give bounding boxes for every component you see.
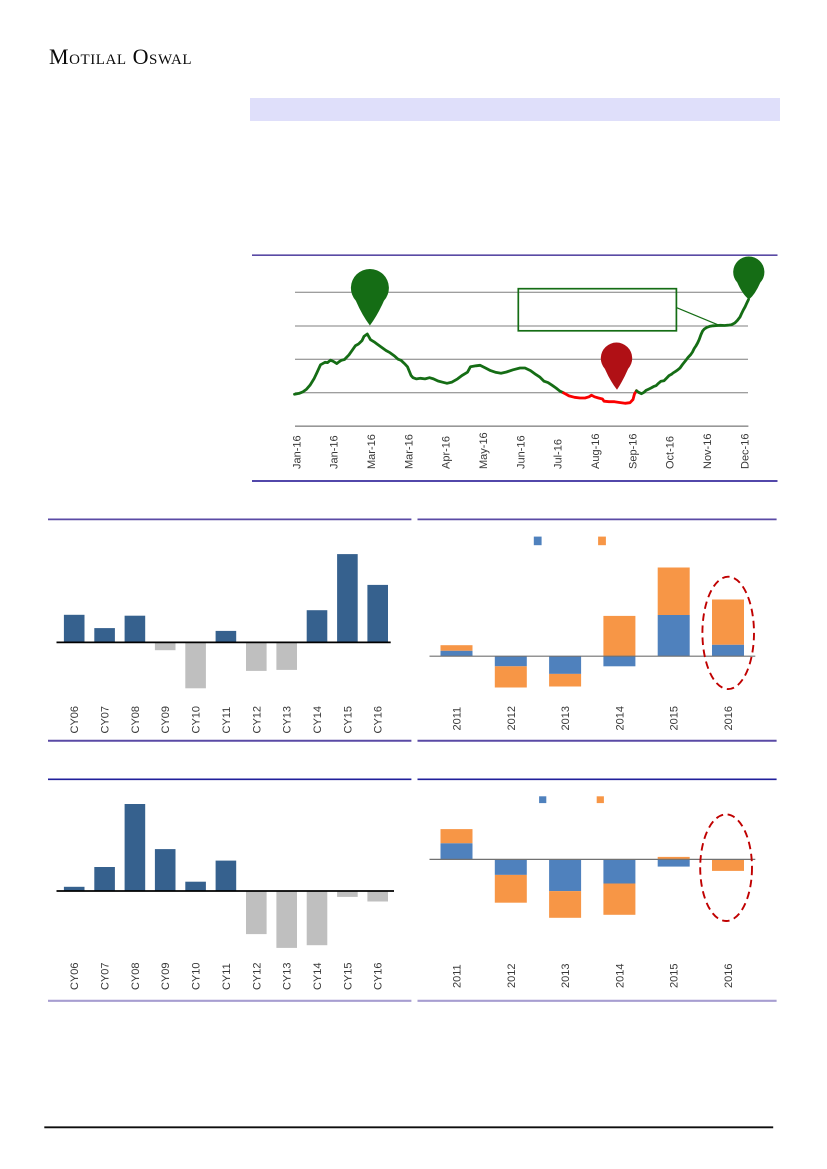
svg-text:CY11: CY11: [221, 963, 233, 990]
svg-text:2016: 2016: [723, 706, 735, 730]
svg-text:May-16: May-16: [478, 432, 490, 469]
svg-text:CY08: CY08: [130, 706, 142, 734]
svg-text:Nov-16: Nov-16: [702, 434, 714, 469]
svg-text:CY15: CY15: [342, 706, 354, 734]
svg-text:CY10: CY10: [191, 962, 203, 990]
svg-text:Aug-16: Aug-16: [590, 434, 602, 469]
svg-text:2014: 2014: [614, 964, 626, 988]
svg-text:Mar-16: Mar-16: [403, 434, 415, 469]
svg-text:Dec-16: Dec-16: [739, 434, 751, 469]
svg-text:Apr-16: Apr-16: [441, 436, 453, 469]
svg-text:CY09: CY09: [160, 706, 172, 734]
svg-text:2011: 2011: [452, 707, 464, 731]
svg-text:Sep-16: Sep-16: [627, 434, 639, 469]
svg-text:Jan-16: Jan-16: [329, 435, 341, 469]
svg-text:CY16: CY16: [373, 706, 385, 734]
svg-text:CY08: CY08: [130, 962, 142, 990]
svg-text:Jul-16: Jul-16: [553, 439, 565, 469]
svg-text:CY06: CY06: [69, 706, 81, 734]
svg-text:2015: 2015: [669, 964, 681, 988]
svg-text:Oct-16: Oct-16: [665, 436, 677, 469]
svg-text:CY12: CY12: [251, 962, 263, 990]
svg-text:CY14: CY14: [312, 706, 324, 734]
svg-text:CY13: CY13: [282, 962, 294, 990]
svg-text:2012: 2012: [506, 964, 518, 988]
svg-text:2013: 2013: [560, 964, 572, 988]
svg-text:CY13: CY13: [282, 706, 294, 734]
svg-text:CY15: CY15: [342, 962, 354, 990]
svg-text:2015: 2015: [669, 706, 681, 730]
svg-text:CY11: CY11: [221, 707, 233, 734]
svg-text:CY16: CY16: [373, 962, 385, 990]
svg-text:CY07: CY07: [100, 962, 112, 990]
svg-text:CY14: CY14: [312, 962, 324, 990]
svg-text:CY12: CY12: [251, 706, 263, 734]
svg-text:2016: 2016: [723, 964, 735, 988]
svg-text:CY09: CY09: [160, 962, 172, 990]
svg-text:Jan-16: Jan-16: [291, 435, 303, 469]
svg-text:2013: 2013: [560, 706, 572, 730]
svg-text:Jun-16: Jun-16: [515, 435, 527, 469]
svg-text:Mar-16: Mar-16: [366, 434, 378, 469]
svg-text:2011: 2011: [452, 964, 464, 988]
svg-text:2014: 2014: [614, 706, 626, 730]
svg-text:CY07: CY07: [100, 706, 112, 734]
svg-text:2012: 2012: [506, 706, 518, 730]
svg-text:CY10: CY10: [191, 706, 203, 734]
svg-text:CY06: CY06: [69, 962, 81, 990]
